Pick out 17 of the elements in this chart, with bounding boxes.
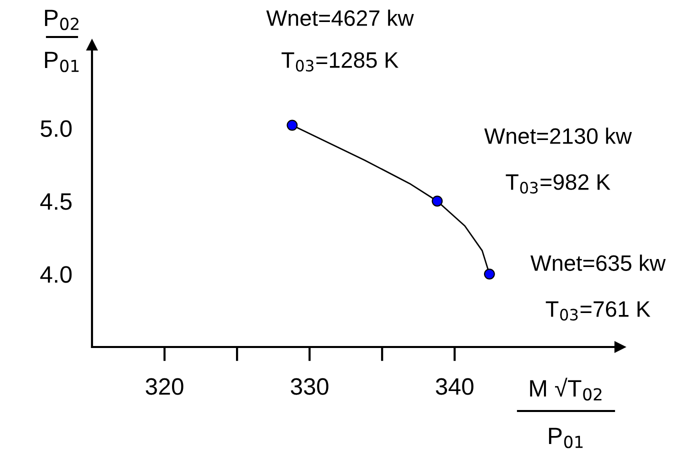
- text: M √T$_{02}$ P$_{01}$: [530, 378, 602, 448]
- x-tick-label: 340: [436, 378, 474, 395]
- x-tick-label: 320: [146, 378, 184, 395]
- annotation: Wnet=635 kw: [530, 254, 666, 271]
- x-tick-label: 330: [290, 378, 328, 395]
- y-tick-label: 5.0: [40, 120, 72, 137]
- y-tick-label: 4.5: [40, 193, 72, 210]
- annotation: Wnet=2130 kw: [484, 128, 632, 144]
- text: Wnet=4627 kw: [266, 10, 414, 26]
- annotation: T$_{03}$=761 K: [546, 301, 650, 321]
- point: [432, 196, 443, 207]
- annotation: T$_{03}$=982 K: [506, 174, 610, 194]
- text: P$_{02}$ P$_{01}$: [45, 10, 79, 72]
- point: [286, 120, 298, 131]
- point: [484, 268, 495, 280]
- annotation: T$_{03}$=1285 K: [282, 52, 398, 72]
- y-tick-label: 4.0: [40, 266, 72, 283]
